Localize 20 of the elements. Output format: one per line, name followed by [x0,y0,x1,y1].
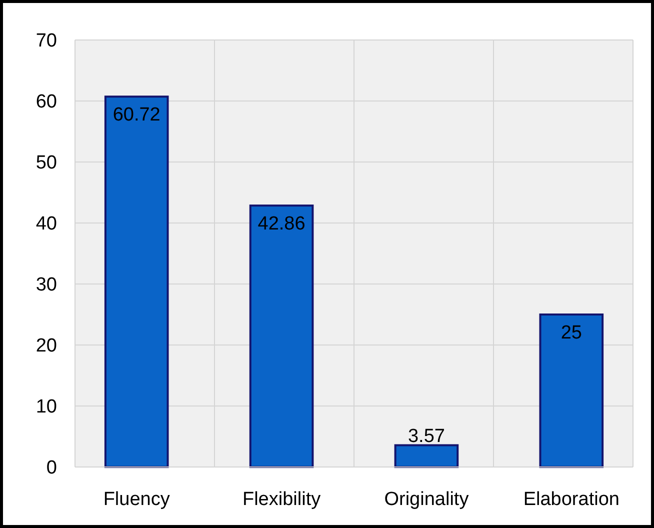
y-tick-label: 50 [36,152,57,174]
x-tick-label: Elaboration [523,489,620,510]
y-tick-label: 60 [36,92,57,113]
bar [394,444,459,468]
data-label: 3.57 [408,426,445,448]
bar [249,204,314,468]
x-tick-label: Originality [384,489,470,510]
y-tick-label: 0 [46,458,57,479]
y-tick-label: 40 [36,214,57,235]
x-tick-label: Flexibility [242,489,322,510]
x-tick-label: Fluency [103,489,170,510]
y-tick-label: 70 [36,30,57,52]
y-tick-label: 10 [36,396,57,418]
bar [539,314,604,468]
y-tick-label: 20 [36,336,57,357]
y-tick-label: 30 [36,274,57,296]
data-label: 42.86 [258,214,306,235]
bar [104,96,169,468]
data-label: 25 [560,322,582,344]
data-label: 60.72 [112,104,160,126]
